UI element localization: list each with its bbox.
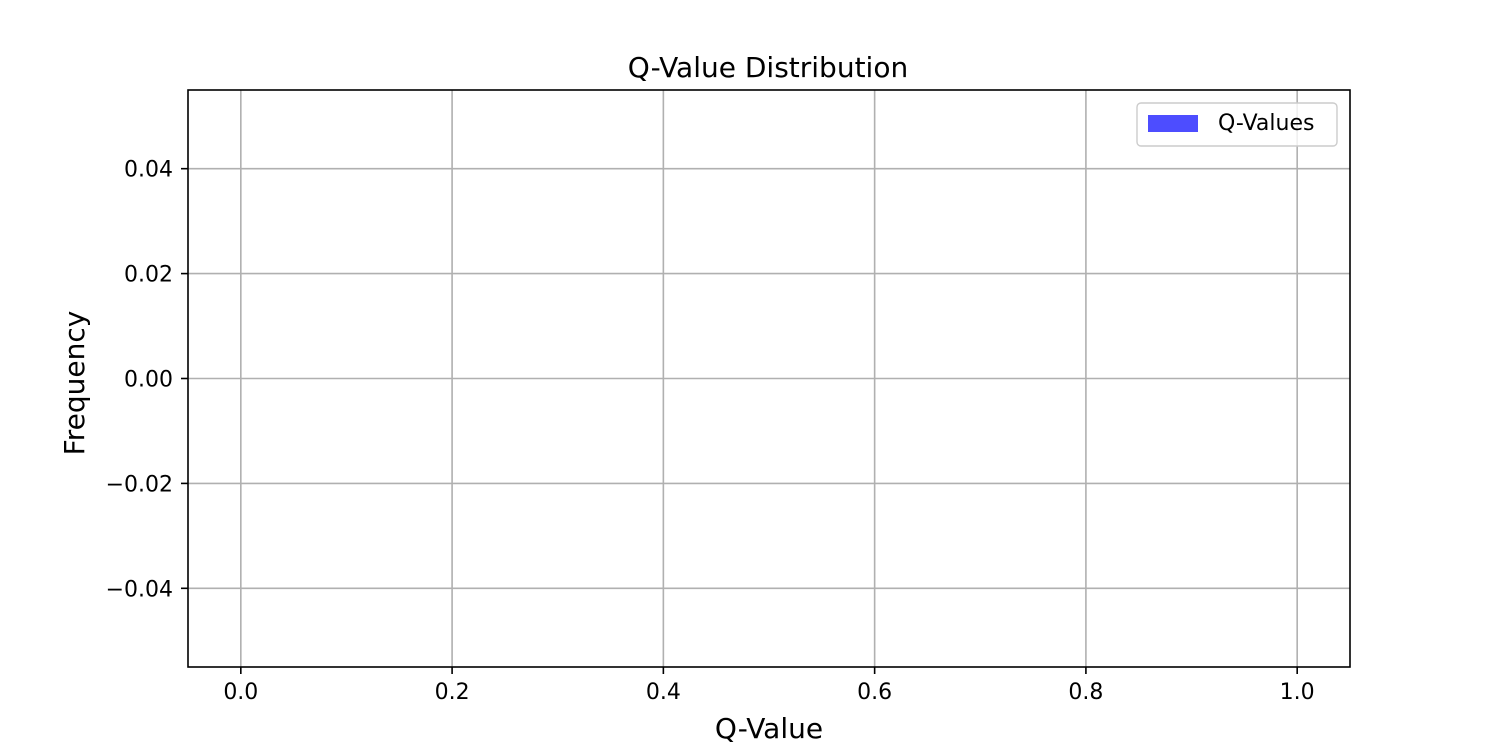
x-tick-label: 0.2 — [435, 680, 470, 705]
legend-box — [1136, 102, 1338, 147]
x-tick-label: 1.0 — [1280, 680, 1315, 705]
y-tick-label: 0.04 — [124, 158, 173, 183]
legend-label-q-values: Q-Values — [1218, 111, 1314, 136]
x-axis-label: Q-Value — [715, 712, 823, 745]
x-tick-label: 0.6 — [857, 680, 892, 705]
y-tick-label: 0.02 — [124, 263, 173, 288]
grid-lines — [188, 90, 1350, 667]
y-axis-label: Frequency — [58, 311, 91, 456]
chart-title: Q-Value Distribution — [628, 51, 908, 84]
x-tick-label: 0.8 — [1068, 680, 1103, 705]
y-axis-ticks: −0.04 −0.02 0.00 0.02 0.04 — [106, 158, 188, 602]
y-tick-label: −0.04 — [106, 577, 173, 602]
y-tick-label: −0.02 — [106, 472, 173, 497]
x-tick-label: 0.4 — [646, 680, 681, 705]
legend-swatch-q-values — [1148, 115, 1198, 132]
x-tick-label: 0.0 — [223, 680, 258, 705]
y-tick-label: 0.00 — [124, 368, 173, 393]
legend: Q-Values — [1136, 102, 1338, 147]
x-axis-ticks: 0.0 0.2 0.4 0.6 0.8 1.0 — [223, 667, 1315, 705]
